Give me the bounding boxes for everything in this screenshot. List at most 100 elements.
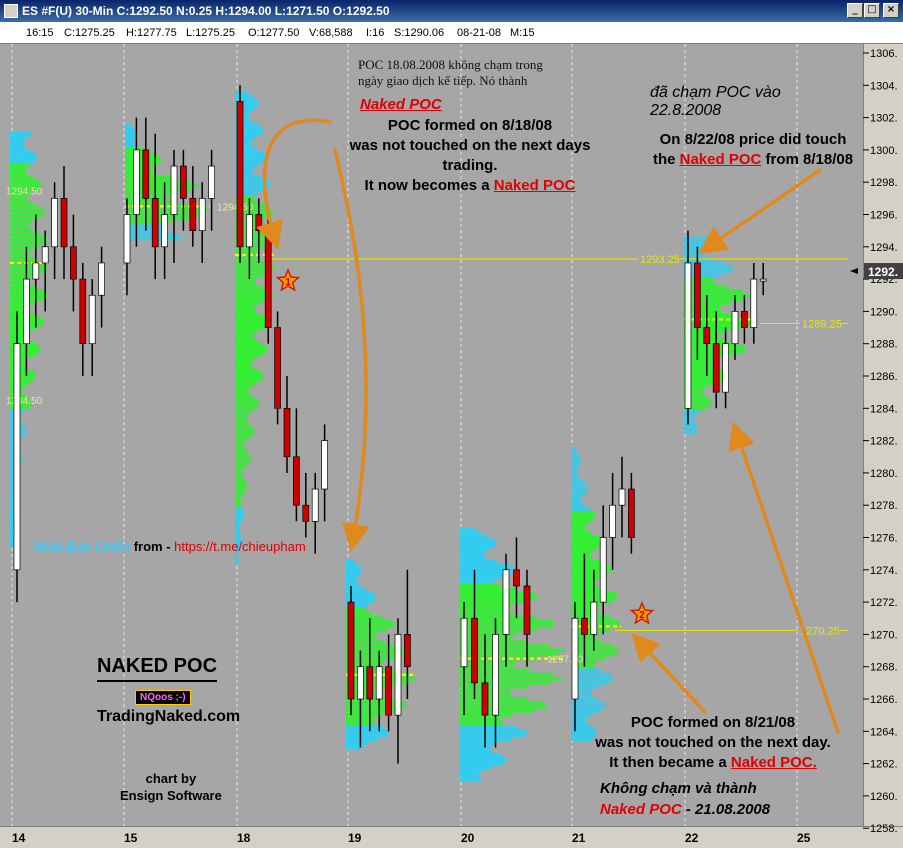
profile-bar <box>460 535 491 540</box>
candle-body <box>750 278 758 328</box>
profile-bar <box>346 567 361 572</box>
profile-bar <box>235 329 257 334</box>
candle-body <box>79 278 87 345</box>
star-marker-label: 2 <box>639 610 645 621</box>
profile-bar <box>460 575 501 580</box>
profile-bar <box>235 519 242 523</box>
profile-bar <box>235 559 239 564</box>
profile-bar <box>235 414 247 418</box>
profile-bar <box>571 474 580 479</box>
profile-bar <box>460 733 526 737</box>
chart-credit-line2: Ensign Software <box>120 788 222 803</box>
profile-bar <box>10 402 32 406</box>
poc1-note-line1: POC formed on 8/18/08 <box>387 117 553 134</box>
profile-bar <box>10 200 30 204</box>
profile-bar <box>235 507 244 511</box>
info-volume: V:68,588 <box>309 27 353 39</box>
profile-bar <box>125 123 132 128</box>
profile-bar <box>460 753 502 758</box>
candle-body <box>311 488 319 522</box>
profile-bar <box>460 559 497 564</box>
profile-bar <box>571 733 596 737</box>
profile-bar <box>571 587 607 592</box>
profile-bar <box>460 543 496 548</box>
profile-bar <box>346 563 359 568</box>
y-tick-label: 1288. <box>870 339 898 351</box>
viet-note-right-line1: đã chạm POC vào <box>650 84 781 101</box>
candle-body <box>198 198 206 232</box>
window-title: ES #F(U) 30-Min C:1292.50 N:0.25 H:1294.… <box>22 4 390 18</box>
profile-bar <box>571 705 606 709</box>
profile-bar <box>460 527 475 532</box>
profile-label: 1297.50 <box>547 655 584 666</box>
profile-bar <box>125 208 208 213</box>
price-level-bg <box>638 251 680 265</box>
profile-bar <box>235 196 254 200</box>
profile-bar <box>10 333 27 338</box>
minimize-button[interactable]: _ <box>847 3 863 18</box>
author-credit: Hoài Bảo Chiêu from - https://t.me/chieu… <box>34 539 306 554</box>
profile-bar <box>346 559 355 564</box>
info-interval: I:16 <box>366 27 385 39</box>
y-tick-label: 1274. <box>870 565 898 577</box>
candle-body <box>180 165 187 199</box>
profile-bar <box>235 426 255 431</box>
profile-bar <box>346 725 383 729</box>
maximize-button[interactable]: □ <box>864 3 880 18</box>
profile-bar <box>235 184 271 188</box>
profile-bar <box>460 777 482 782</box>
x-tick-label: 15 <box>124 831 138 845</box>
brand-site: TradingNaked.com <box>97 708 241 725</box>
candle-body <box>502 569 510 635</box>
info-bar: 16:15 C:1275.25 H:1277.75 L:1275.25 O:12… <box>0 22 903 44</box>
y-tick-label: 1298. <box>870 177 898 189</box>
candle-body <box>609 504 616 538</box>
profile-bar <box>460 583 500 588</box>
profile-bar <box>235 353 261 358</box>
profile-bar <box>346 717 373 721</box>
profile-bar <box>10 264 48 269</box>
annotation-arrow <box>728 421 840 734</box>
profile-bar <box>571 555 592 560</box>
profile-bar <box>346 656 396 661</box>
profile-label: 1284.50 <box>6 396 43 407</box>
profile-bar <box>235 260 271 265</box>
profile-bar <box>571 483 587 487</box>
profile-bar <box>571 519 591 523</box>
viet-note-right-line2: 22.8.2008 <box>650 102 722 119</box>
profile-bar <box>10 466 17 471</box>
profile-bar <box>684 285 728 289</box>
close-button[interactable]: × <box>883 3 899 18</box>
profile-bar <box>235 293 274 297</box>
profile-bar <box>235 240 273 245</box>
profile-bar <box>571 478 584 483</box>
profile-bar <box>235 462 248 467</box>
profile-bar <box>235 119 253 124</box>
profile-bar <box>235 378 262 382</box>
candle-body <box>741 311 748 328</box>
profile-bar <box>460 765 493 770</box>
profile-bar <box>460 717 500 721</box>
annotation-arrow <box>698 168 822 254</box>
profile-bar <box>235 503 242 507</box>
profile-bar <box>460 539 497 544</box>
profile-bar <box>235 551 238 556</box>
profile-bar <box>235 264 275 269</box>
y-tick-label: 1276. <box>870 533 898 545</box>
profile-bar <box>235 200 257 204</box>
author-link[interactable]: https://t.me/chieupham <box>174 539 306 554</box>
profile-bar <box>235 539 242 544</box>
candle-body <box>492 634 499 716</box>
profile-bar <box>10 273 37 277</box>
candle-body <box>618 488 626 506</box>
profile-bar <box>235 535 242 540</box>
profile-bar <box>235 406 257 410</box>
candle-body <box>590 601 598 635</box>
profile-bar <box>235 103 259 108</box>
profile-bar <box>10 345 41 350</box>
profile-bar <box>460 749 493 754</box>
candle-body <box>471 617 478 684</box>
profile-bar <box>10 160 36 164</box>
profile-bar <box>571 495 583 499</box>
profile-bar <box>235 450 248 455</box>
